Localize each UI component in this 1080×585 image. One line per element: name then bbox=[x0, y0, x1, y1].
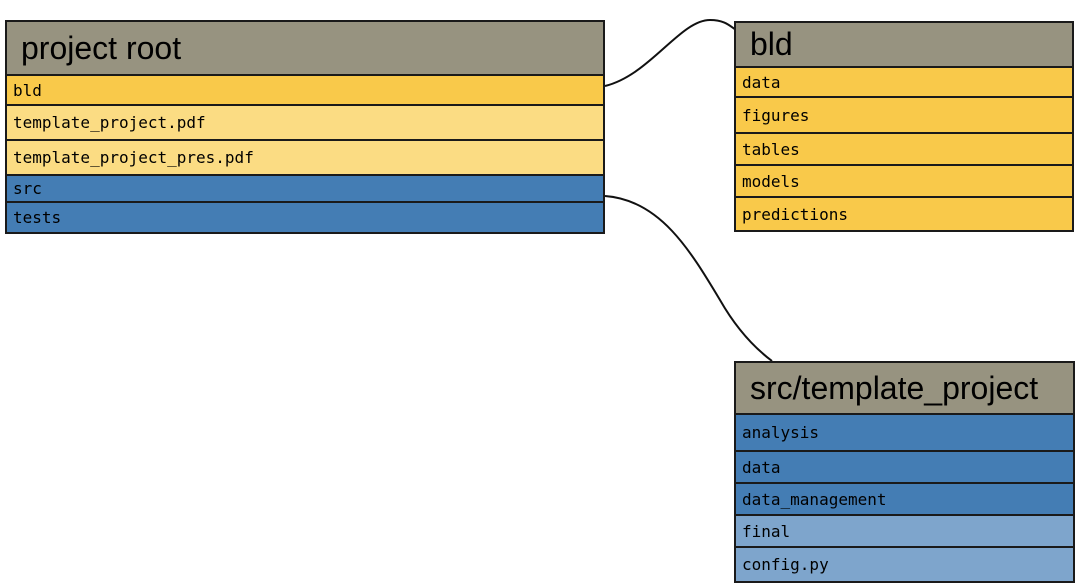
src-row-config-py[interactable]: config.py bbox=[736, 548, 1073, 581]
src-row-data[interactable]: data bbox=[736, 452, 1073, 484]
root-row-template-project-pdf[interactable]: template_project.pdf bbox=[7, 106, 603, 141]
bld-row-figures[interactable]: figures bbox=[736, 98, 1072, 134]
root-row-tests[interactable]: tests bbox=[7, 203, 603, 232]
bld-row-models[interactable]: models bbox=[736, 166, 1072, 198]
bld-row-data[interactable]: data bbox=[736, 68, 1072, 98]
root-row-bld[interactable]: bld bbox=[7, 76, 603, 106]
root-row-template-project-pres-pdf[interactable]: template_project_pres.pdf bbox=[7, 141, 603, 176]
bld-box: bld data figures tables models predictio… bbox=[734, 21, 1074, 232]
bld-title: bld bbox=[736, 23, 1072, 68]
src-row-final[interactable]: final bbox=[736, 516, 1073, 548]
src-template-project-title: src/template_project bbox=[736, 363, 1073, 415]
project-root-box: project root bld template_project.pdf te… bbox=[5, 20, 605, 234]
bld-row-predictions[interactable]: predictions bbox=[736, 198, 1072, 230]
project-root-title: project root bbox=[7, 22, 603, 76]
src-template-project-box: src/template_project analysis data data_… bbox=[734, 361, 1075, 583]
bld-row-tables[interactable]: tables bbox=[736, 134, 1072, 166]
connector-bld bbox=[604, 18, 737, 87]
root-row-src[interactable]: src bbox=[7, 176, 603, 203]
src-row-data-management[interactable]: data_management bbox=[736, 484, 1073, 516]
src-row-analysis[interactable]: analysis bbox=[736, 415, 1073, 452]
